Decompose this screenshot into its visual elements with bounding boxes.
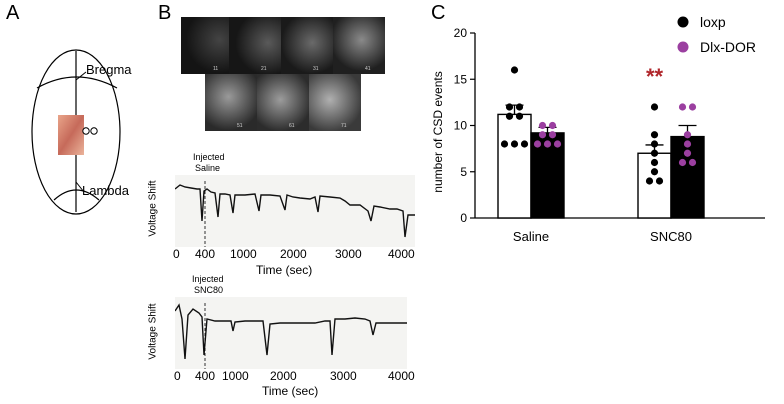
data-point (688, 158, 697, 167)
imaging-frame: 31 (281, 17, 333, 74)
trace2-annotation-line1: Injected (192, 274, 224, 284)
imaging-frame: 71 (309, 74, 361, 131)
category-label: Saline (513, 229, 549, 244)
legend-marker (677, 41, 689, 53)
imaging-frame: 41 (333, 17, 385, 74)
data-point (683, 131, 692, 139)
trace2-xtick: 3000 (330, 369, 357, 383)
y-tick-label: 15 (454, 72, 468, 86)
legend-label: Dlx-DOR (700, 39, 756, 55)
data-point (510, 140, 519, 148)
bregma-label: Bregma (86, 62, 132, 77)
data-point (538, 121, 547, 130)
data-point (510, 66, 519, 74)
data-point (533, 140, 542, 148)
data-point (515, 103, 524, 111)
y-tick-label: 20 (454, 26, 468, 40)
trace1-xtick: 0 (173, 247, 180, 261)
data-point (515, 112, 524, 120)
trace1-ylabel: Voltage Shift (147, 180, 159, 237)
snc80-trace-line (175, 303, 407, 360)
trace1-xtick: 3000 (335, 247, 362, 261)
data-point (688, 103, 697, 111)
imaging-frame: 11 (181, 17, 229, 74)
lambda-label: Lambda (82, 183, 129, 198)
electrode-hole-1 (82, 127, 90, 135)
data-point (505, 103, 514, 111)
imaging-frame: 51 (205, 74, 257, 131)
legend-marker (677, 16, 689, 28)
data-point (678, 158, 687, 167)
data-point (678, 103, 687, 111)
data-point (655, 177, 664, 185)
voltage-trace-snc80 (175, 297, 407, 369)
data-point (520, 140, 529, 148)
trace1-xtick: 4000 (388, 247, 415, 261)
data-point (650, 158, 659, 167)
y-tick-label: 0 (460, 211, 467, 225)
imaging-frame: 61 (257, 74, 309, 131)
chart-ylabel: number of CSD events (431, 71, 445, 192)
data-point (650, 149, 659, 157)
panel-letter-c: C (431, 2, 446, 24)
data-point (650, 140, 659, 148)
trace2-annotation-line2: SNC80 (194, 285, 224, 295)
electrode-hole-2 (90, 127, 98, 135)
bregma-pointer (75, 71, 87, 81)
csd-bar-chart: number of CSD events 0 5 10 15 20 Saline SNC80… (431, 15, 765, 244)
data-point (645, 177, 654, 185)
data-point (650, 168, 659, 176)
trace2-xtick: 0 (174, 369, 181, 383)
lambda-pointer (75, 181, 85, 193)
data-point (538, 131, 547, 139)
data-point (650, 131, 659, 139)
trace1-xlabel: Time (sec) (256, 263, 313, 277)
data-point (683, 149, 692, 157)
data-point (650, 103, 659, 111)
data-point (553, 140, 562, 148)
craniotomy-window (58, 115, 84, 155)
significance-marker: ** (646, 64, 664, 89)
data-point (683, 140, 692, 148)
trace1-xtick: 400 (195, 247, 216, 261)
trace1-xtick: 2000 (280, 247, 307, 261)
panel-letter-a: A (6, 2, 20, 24)
voltage-trace-saline (175, 175, 415, 247)
trace1-annotation-line2: Saline (195, 163, 221, 173)
y-tick-label: 5 (460, 165, 467, 179)
y-tick-label: 10 (454, 119, 468, 133)
trace2-xtick: 2000 (270, 369, 297, 383)
trace2-xtick: 4000 (388, 369, 415, 383)
data-point (548, 131, 557, 139)
trace2-ylabel: Voltage Shift (147, 303, 159, 360)
imaging-frame: 21 (229, 17, 281, 74)
bar (670, 135, 705, 219)
panel-letter-b: B (158, 2, 172, 24)
skull-schematic (31, 49, 121, 215)
category-label: SNC80 (650, 229, 692, 244)
bar (497, 113, 532, 219)
trace2-xlabel: Time (sec) (262, 384, 319, 398)
trace1-annotation-line1: Injected (193, 152, 225, 162)
lambda-suture (53, 189, 100, 201)
data-point (500, 140, 509, 148)
saline-trace-line (175, 184, 415, 238)
legend-label: loxp (700, 15, 726, 30)
trace2-xtick: 1000 (222, 369, 249, 383)
trace1-xtick: 1000 (230, 247, 257, 261)
data-point (505, 112, 514, 120)
data-point (548, 121, 557, 130)
trace2-xtick: 400 (195, 369, 216, 383)
data-point (543, 140, 552, 148)
